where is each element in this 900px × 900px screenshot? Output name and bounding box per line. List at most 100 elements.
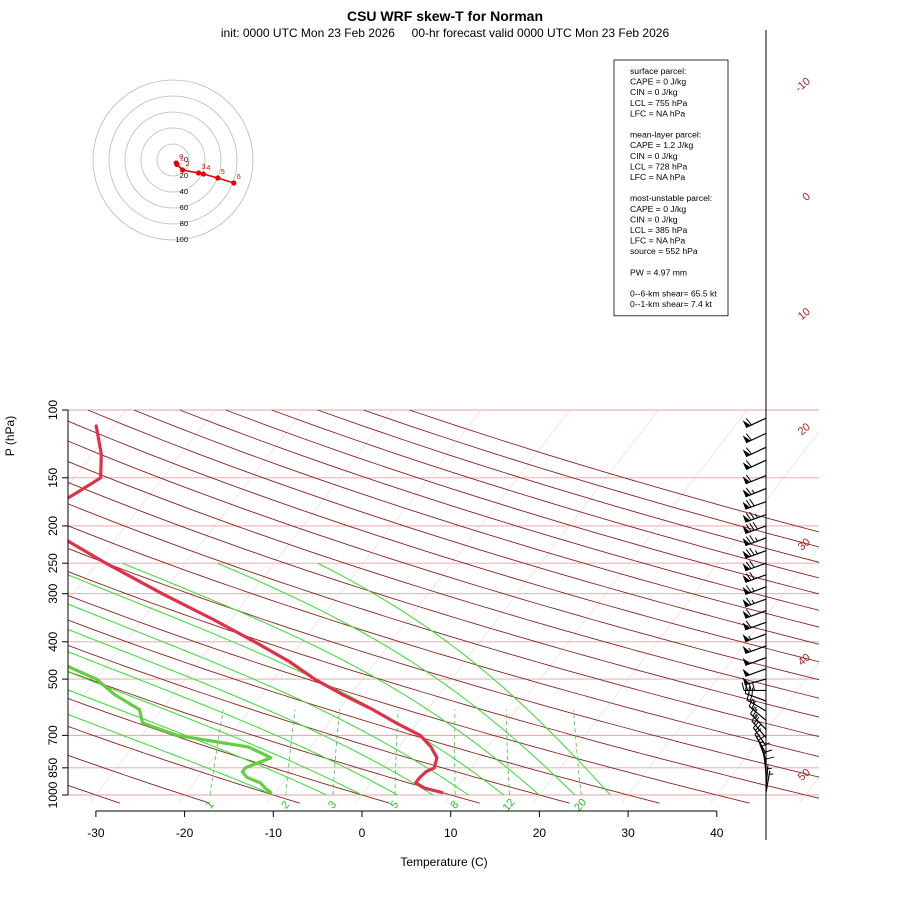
wind-barb-flag bbox=[742, 563, 751, 571]
wind-barb-feather bbox=[753, 716, 760, 724]
isotherm-line bbox=[178, 409, 482, 804]
moist-adiabat bbox=[68, 713, 274, 796]
wind-barb-feather bbox=[745, 597, 752, 605]
wind-barb-flag bbox=[742, 574, 751, 583]
mixing-ratio-line bbox=[394, 709, 399, 796]
dry-adiabat bbox=[225, 409, 819, 595]
chart-title: CSU WRF skew-T for Norman bbox=[347, 8, 543, 24]
wind-barb-half-feather bbox=[751, 599, 755, 604]
wind-barb-feather bbox=[749, 498, 755, 507]
wind-barb-staff bbox=[765, 770, 771, 793]
isotherm-label: -10 bbox=[793, 75, 813, 94]
wind-barb-feather bbox=[754, 728, 762, 735]
wind-barb-flag bbox=[742, 514, 751, 523]
wind-barb-flag bbox=[742, 645, 751, 654]
wind-barb-staff bbox=[744, 678, 767, 686]
wind-barb-half-feather bbox=[754, 550, 758, 555]
y-tick-label: 100 bbox=[46, 400, 60, 420]
info-box-line: PW = 4.97 mm bbox=[630, 267, 687, 277]
y-tick-label: 700 bbox=[46, 725, 60, 745]
isotherm-line bbox=[355, 409, 659, 804]
mixing-ratio-line bbox=[573, 709, 582, 796]
dry-adiabat bbox=[133, 409, 819, 628]
wind-barb-feather bbox=[745, 487, 752, 495]
wind-barb-staff bbox=[745, 417, 767, 428]
isotherm-line bbox=[444, 409, 748, 804]
dry-adiabat bbox=[68, 440, 819, 681]
wind-barb bbox=[742, 511, 767, 523]
wind-barb-feather bbox=[745, 433, 752, 441]
wind-barb-feather bbox=[744, 685, 747, 694]
dry-adiabat bbox=[68, 754, 210, 804]
wind-barb-staff bbox=[751, 720, 767, 739]
isotherm-line bbox=[0, 410, 38, 803]
wind-barb-half-feather bbox=[754, 706, 757, 711]
info-box-line: surface parcel: bbox=[630, 66, 686, 76]
info-box-line: CAPE = 0 J/kg bbox=[630, 204, 686, 214]
wind-barb-feather bbox=[751, 700, 756, 709]
info-box-line: LFC = NA hPa bbox=[630, 236, 685, 246]
hodograph-ring bbox=[92, 79, 254, 241]
parcel-info-box: surface parcel: CAPE = 0 J/kg CIN = 0 J/kg… bbox=[613, 59, 729, 317]
wind-barb-flag bbox=[742, 476, 751, 484]
wind-barb-flag bbox=[742, 435, 751, 443]
dry-adiabat bbox=[68, 525, 819, 758]
hodograph-point-label: 0 bbox=[179, 154, 183, 161]
wind-barb-feather bbox=[745, 549, 752, 557]
wind-barb-feather bbox=[749, 693, 753, 702]
wind-barb bbox=[742, 608, 767, 619]
wind-barb-feather bbox=[745, 513, 752, 521]
hodograph-ring-label: 100 bbox=[175, 235, 188, 244]
wind-barb-feather bbox=[749, 571, 755, 580]
y-tick-label: 150 bbox=[46, 467, 60, 487]
info-box-line: CAPE = 1.2 J/kg bbox=[630, 140, 694, 150]
hodograph-point-label: 2 bbox=[186, 161, 190, 168]
dry-adiabat bbox=[68, 594, 750, 804]
wind-barb-flag bbox=[742, 550, 751, 559]
wind-barb-staff bbox=[765, 765, 769, 788]
hodograph-point-label: 5 bbox=[221, 169, 225, 176]
moist-adiabat bbox=[317, 562, 611, 796]
wind-barb-feather bbox=[753, 721, 760, 729]
mixing-ratio-line bbox=[454, 709, 456, 795]
wind-barb-flag bbox=[742, 489, 751, 497]
moist-adiabat bbox=[217, 562, 576, 796]
wind-barb-flag bbox=[742, 610, 751, 619]
dry-adiabat bbox=[68, 571, 819, 799]
x-tick-label: 10 bbox=[444, 826, 458, 840]
wind-barb-staff bbox=[748, 705, 767, 721]
mixing-ratio-line bbox=[285, 709, 296, 796]
wind-barb-feather bbox=[745, 474, 752, 482]
wind-barb-flag bbox=[742, 634, 751, 642]
hodograph-ring bbox=[108, 95, 238, 225]
hodograph-point bbox=[180, 167, 186, 173]
moist-adiabat bbox=[68, 689, 327, 796]
wind-barb-staff bbox=[745, 525, 767, 534]
wind-barb-feather bbox=[749, 511, 755, 520]
info-box-line: mean-layer parcel: bbox=[630, 130, 701, 140]
isotherm-line bbox=[68, 409, 127, 487]
wind-barb bbox=[742, 547, 767, 559]
wind-barb bbox=[742, 597, 767, 608]
wind-barb bbox=[752, 721, 767, 747]
temperature-profile-line bbox=[68, 424, 444, 795]
wind-barb-flag bbox=[742, 462, 751, 470]
info-box-line: 0--6-km shear= 65.5 kt bbox=[630, 289, 717, 299]
dry-adiabat bbox=[68, 725, 300, 804]
wind-barb bbox=[748, 698, 767, 721]
wind-barb-half-feather bbox=[767, 767, 772, 770]
info-box-line: LCL = 385 hPa bbox=[630, 225, 687, 235]
wind-barb bbox=[742, 521, 767, 534]
info-box-frame bbox=[613, 59, 729, 317]
info-box-line: CIN = 0 J/kg bbox=[630, 151, 678, 161]
y-tick-label: 850 bbox=[46, 757, 60, 777]
hodograph-ring-label: 20 bbox=[180, 171, 188, 180]
y-tick-label: 500 bbox=[46, 669, 60, 689]
wind-barb-feather bbox=[745, 561, 752, 569]
wind-barb-feather bbox=[748, 698, 754, 707]
wind-barb bbox=[742, 487, 767, 498]
x-axis-label: Temperature (C) bbox=[400, 855, 487, 869]
isotherm-line bbox=[532, 431, 819, 804]
y-tick-label: 400 bbox=[46, 631, 60, 651]
dry-adiabat bbox=[68, 644, 570, 804]
